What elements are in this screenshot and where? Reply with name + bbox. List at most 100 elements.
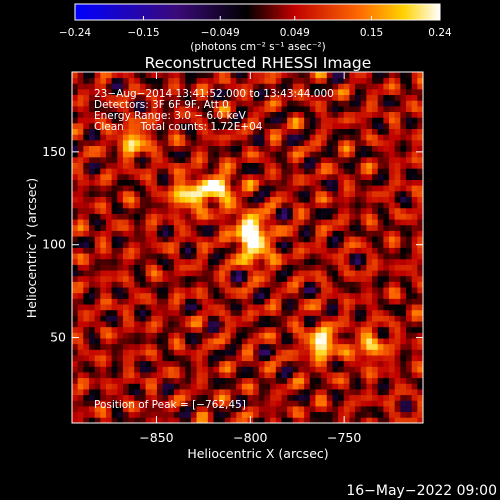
heatmap-cell bbox=[377, 168, 384, 175]
heatmap-cell bbox=[253, 247, 260, 254]
heatmap-cell bbox=[377, 100, 384, 107]
heatmap-cell bbox=[298, 281, 305, 288]
heatmap-cell bbox=[343, 406, 350, 413]
heatmap-cell bbox=[372, 332, 379, 339]
heatmap-cell bbox=[173, 332, 180, 339]
heatmap-cell bbox=[247, 389, 254, 396]
heatmap-cell bbox=[309, 168, 316, 175]
heatmap-cell bbox=[117, 111, 124, 118]
heatmap-cell bbox=[411, 100, 418, 107]
heatmap-cell bbox=[253, 241, 260, 248]
heatmap-cell bbox=[190, 355, 197, 362]
heatmap-cell bbox=[253, 315, 260, 322]
heatmap-cell bbox=[247, 162, 254, 169]
heatmap-cell bbox=[128, 258, 135, 265]
heatmap-cell bbox=[338, 258, 345, 265]
heatmap-cell bbox=[77, 156, 84, 163]
heatmap-cell bbox=[355, 372, 362, 379]
y-tick-label: 150 bbox=[42, 144, 66, 159]
heatmap-cell bbox=[77, 185, 84, 192]
heatmap-cell bbox=[411, 77, 418, 84]
heatmap-cell bbox=[230, 224, 237, 231]
heatmap-cell bbox=[309, 88, 316, 96]
heatmap-cell bbox=[270, 207, 277, 214]
heatmap-cell bbox=[111, 190, 118, 197]
heatmap-cell bbox=[236, 253, 243, 260]
heatmap-cell bbox=[219, 88, 226, 96]
heatmap-cell bbox=[236, 122, 243, 130]
heatmap-cell bbox=[400, 122, 407, 130]
heatmap-cell bbox=[372, 83, 379, 90]
heatmap-cell bbox=[275, 247, 282, 254]
heatmap-cell bbox=[190, 411, 197, 418]
heatmap-cell bbox=[241, 394, 248, 401]
heatmap-cell bbox=[185, 400, 192, 407]
heatmap-cell bbox=[105, 366, 113, 373]
heatmap-cell bbox=[224, 400, 231, 407]
heatmap-cell bbox=[202, 162, 209, 169]
heatmap-cell bbox=[338, 355, 345, 362]
heatmap-cell bbox=[349, 139, 356, 146]
heatmap-cell bbox=[219, 400, 226, 407]
heatmap-cell bbox=[355, 168, 362, 175]
heatmap-cell bbox=[253, 360, 260, 367]
heatmap-cell bbox=[224, 100, 231, 107]
heatmap-cell bbox=[270, 309, 277, 316]
heatmap-cell bbox=[270, 366, 277, 373]
heatmap-cell bbox=[343, 383, 350, 390]
heatmap-cell bbox=[332, 355, 339, 362]
heatmap-cell bbox=[281, 366, 288, 373]
heatmap-cell bbox=[253, 366, 260, 373]
heatmap-cell bbox=[258, 377, 265, 384]
heatmap-cell bbox=[264, 275, 271, 282]
heatmap-cell bbox=[94, 406, 101, 413]
heatmap-cell bbox=[281, 219, 288, 226]
heatmap-cell bbox=[304, 151, 311, 158]
heatmap-cell bbox=[230, 145, 237, 152]
heatmap-cell bbox=[377, 292, 384, 299]
heatmap-cell bbox=[315, 253, 322, 260]
heatmap-cell bbox=[224, 258, 231, 265]
heatmap-cell bbox=[241, 190, 248, 197]
heatmap-cell bbox=[88, 264, 96, 271]
heatmap-cell bbox=[372, 117, 379, 124]
heatmap-cell bbox=[281, 213, 288, 220]
heatmap-cell bbox=[94, 111, 101, 118]
heatmap-cell bbox=[315, 219, 322, 226]
heatmap-cell bbox=[298, 394, 305, 401]
heatmap-cell bbox=[298, 247, 305, 254]
heatmap-cell bbox=[77, 247, 84, 254]
heatmap-cell bbox=[247, 315, 254, 322]
heatmap-cell bbox=[258, 145, 265, 152]
heatmap-cell bbox=[168, 281, 175, 288]
heatmap-cell bbox=[185, 230, 192, 237]
heatmap-cell bbox=[338, 411, 345, 418]
heatmap-cell bbox=[168, 230, 175, 237]
heatmap-cell bbox=[151, 360, 158, 367]
heatmap-cell bbox=[383, 156, 390, 163]
heatmap-cell bbox=[372, 185, 379, 192]
heatmap-cell bbox=[411, 156, 418, 163]
heatmap-cell bbox=[105, 213, 113, 220]
heatmap-cell bbox=[72, 264, 79, 271]
heatmap-cell bbox=[202, 343, 209, 350]
heatmap-cell bbox=[105, 117, 113, 124]
heatmap-cell bbox=[406, 406, 413, 413]
heatmap-cell bbox=[321, 94, 328, 101]
heatmap-cell bbox=[326, 355, 333, 362]
heatmap-cell bbox=[122, 122, 130, 130]
heatmap-cell bbox=[236, 332, 243, 339]
heatmap-cell bbox=[190, 281, 197, 288]
heatmap-cell bbox=[117, 292, 124, 299]
heatmap-cell bbox=[366, 219, 373, 226]
heatmap-cell bbox=[275, 105, 282, 113]
heatmap-cell bbox=[224, 83, 231, 90]
heatmap-cell bbox=[321, 343, 328, 350]
heatmap-cell bbox=[162, 355, 169, 362]
colorbar-tick-label: −0.049 bbox=[201, 27, 240, 39]
heatmap-cell bbox=[287, 72, 294, 79]
heatmap-cell bbox=[77, 224, 84, 231]
heatmap-cell bbox=[253, 270, 260, 277]
heatmap-cell bbox=[343, 100, 350, 107]
heatmap-cell bbox=[304, 332, 311, 339]
